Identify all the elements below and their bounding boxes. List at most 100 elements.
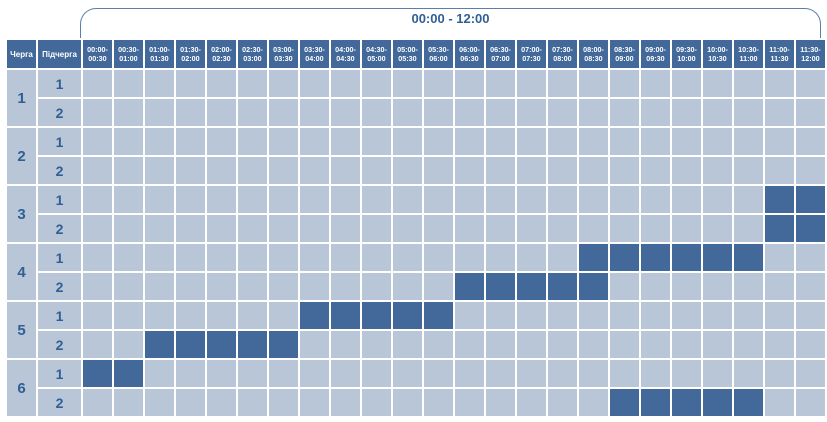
outage-cell (114, 360, 143, 387)
power-on-cell (362, 273, 391, 300)
queue-column-header: Черга (7, 40, 36, 68)
outage-cell (796, 215, 825, 242)
slot-end: 07:30 (522, 54, 541, 63)
power-on-cell (362, 99, 391, 126)
power-on-cell (734, 99, 763, 126)
outage-cell (734, 244, 763, 271)
slot-start: 01:00- (149, 45, 170, 54)
power-on-cell (114, 99, 143, 126)
power-on-cell (703, 215, 732, 242)
outage-cell (672, 389, 701, 416)
outage-cell (455, 273, 484, 300)
slot-start: 03:00- (273, 45, 294, 54)
power-on-cell (734, 273, 763, 300)
power-on-cell (579, 360, 608, 387)
power-on-cell (331, 99, 360, 126)
power-on-cell (734, 186, 763, 213)
power-on-cell (734, 128, 763, 155)
power-on-cell (207, 389, 236, 416)
power-on-cell (517, 128, 546, 155)
slot-end: 07:00 (491, 54, 510, 63)
power-on-cell (486, 331, 515, 358)
power-on-cell (641, 360, 670, 387)
power-on-cell (300, 128, 329, 155)
power-on-cell (424, 70, 453, 97)
slot-start: 05:00- (397, 45, 418, 54)
outage-cell (269, 331, 298, 358)
power-on-cell (83, 157, 112, 184)
power-on-cell (455, 244, 484, 271)
power-on-cell (331, 215, 360, 242)
power-on-cell (548, 389, 577, 416)
power-on-cell (393, 157, 422, 184)
power-on-cell (579, 186, 608, 213)
power-on-cell (610, 331, 639, 358)
outage-cell (672, 244, 701, 271)
time-slot-header: 00:00- 00:30 (83, 40, 112, 68)
power-on-cell (641, 186, 670, 213)
outage-cell (424, 302, 453, 329)
power-on-cell (331, 186, 360, 213)
power-on-cell (672, 157, 701, 184)
queue-number: 2 (7, 128, 36, 184)
power-on-cell (114, 70, 143, 97)
power-on-cell (393, 360, 422, 387)
table-row: 2 (7, 389, 825, 416)
power-on-cell (114, 186, 143, 213)
time-slot-header: 07:30- 08:00 (548, 40, 577, 68)
power-on-cell (238, 360, 267, 387)
power-on-cell (176, 273, 205, 300)
power-on-cell (672, 215, 701, 242)
power-on-cell (455, 157, 484, 184)
slot-start: 10:30- (738, 45, 759, 54)
time-slot-header: 01:00- 01:30 (145, 40, 174, 68)
slot-start: 05:30- (428, 45, 449, 54)
power-on-cell (641, 273, 670, 300)
power-on-cell (207, 157, 236, 184)
outage-cell (486, 273, 515, 300)
power-on-cell (238, 128, 267, 155)
power-on-cell (641, 331, 670, 358)
outage-cell (703, 389, 732, 416)
power-on-cell (331, 331, 360, 358)
power-on-cell (672, 302, 701, 329)
subqueue-number: 2 (38, 157, 81, 184)
outage-cell (641, 244, 670, 271)
power-on-cell (300, 157, 329, 184)
power-on-cell (548, 70, 577, 97)
power-on-cell (548, 244, 577, 271)
power-on-cell (269, 389, 298, 416)
slot-start: 00:00- (87, 45, 108, 54)
power-on-cell (548, 128, 577, 155)
power-on-cell (641, 99, 670, 126)
power-on-cell (517, 215, 546, 242)
power-on-cell (486, 360, 515, 387)
power-on-cell (765, 128, 794, 155)
power-on-cell (176, 302, 205, 329)
subqueue-number: 2 (38, 389, 81, 416)
power-on-cell (734, 302, 763, 329)
power-on-cell (765, 70, 794, 97)
time-slot-header: 02:30- 03:00 (238, 40, 267, 68)
power-on-cell (83, 389, 112, 416)
power-on-cell (269, 70, 298, 97)
power-on-cell (703, 331, 732, 358)
time-slot-header: 01:30- 02:00 (176, 40, 205, 68)
power-on-cell (641, 70, 670, 97)
outage-cell (362, 302, 391, 329)
power-on-cell (486, 215, 515, 242)
power-on-cell (703, 360, 732, 387)
power-on-cell (455, 389, 484, 416)
outage-schedule-table: Черга Підчерга 00:00- 00:30 00:30- 01:00 01:… (5, 38, 827, 418)
power-on-cell (238, 99, 267, 126)
slot-end: 09:00 (615, 54, 634, 63)
power-on-cell (145, 186, 174, 213)
power-on-cell (145, 244, 174, 271)
slot-start: 02:00- (211, 45, 232, 54)
power-on-cell (238, 186, 267, 213)
power-on-cell (300, 215, 329, 242)
power-on-cell (610, 302, 639, 329)
slot-start: 09:00- (645, 45, 666, 54)
power-on-cell (424, 186, 453, 213)
